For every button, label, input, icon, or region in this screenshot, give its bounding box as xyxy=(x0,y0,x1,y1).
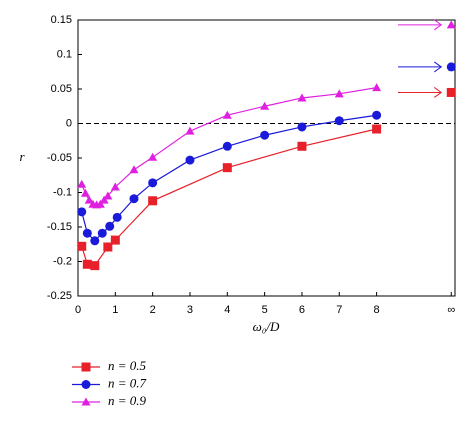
data-point xyxy=(129,194,139,204)
limit-arrow-head xyxy=(433,87,443,98)
data-point xyxy=(112,212,122,222)
data-point xyxy=(148,152,158,161)
legend-label: n = 0.7 xyxy=(108,375,147,390)
legend-marker xyxy=(81,362,91,372)
data-point xyxy=(129,165,139,174)
data-point xyxy=(77,207,87,217)
data-point xyxy=(222,163,232,173)
data-point xyxy=(103,191,113,200)
data-point xyxy=(110,182,120,191)
data-point xyxy=(372,110,382,120)
data-point xyxy=(222,141,232,151)
data-point xyxy=(297,141,307,151)
data-point xyxy=(222,110,232,119)
legend-marker xyxy=(81,397,91,406)
y-tick-label: 0.05 xyxy=(51,83,72,95)
x-tick-label: 8 xyxy=(374,304,380,316)
x-tick-label: 6 xyxy=(299,304,305,316)
data-point xyxy=(97,228,107,238)
data-point xyxy=(148,178,158,188)
x-tick-label: 2 xyxy=(150,304,156,316)
data-point xyxy=(105,221,115,231)
data-point xyxy=(77,179,87,188)
data-point xyxy=(95,199,105,208)
y-axis-label: r xyxy=(19,149,25,164)
data-point xyxy=(110,235,120,245)
data-point xyxy=(297,122,307,132)
y-tick-label: -0.1 xyxy=(53,186,72,198)
x-tick-label: 5 xyxy=(262,304,268,316)
y-tick-label: 0 xyxy=(66,117,72,129)
plot-frame xyxy=(77,19,456,297)
data-point xyxy=(185,126,195,135)
data-point xyxy=(77,241,87,251)
x-tick-label: 4 xyxy=(224,304,230,316)
x-tick-label: ∞ xyxy=(447,304,455,316)
limit-arrow-head xyxy=(433,19,443,31)
series-line xyxy=(81,114,377,242)
data-point xyxy=(90,236,100,246)
data-point xyxy=(82,259,92,269)
limit-point xyxy=(446,20,456,29)
data-point xyxy=(372,83,382,92)
x-axis-label: ω₀/D xyxy=(253,319,280,334)
data-point xyxy=(80,188,90,197)
legend-label: n = 0.5 xyxy=(108,358,147,373)
data-point xyxy=(334,116,344,126)
limit-arrow-head xyxy=(433,61,443,73)
x-tick-label: 3 xyxy=(187,304,193,316)
data-point xyxy=(260,101,270,110)
data-point xyxy=(99,195,109,204)
y-tick-label: -0.2 xyxy=(53,255,72,267)
data-point xyxy=(90,261,100,271)
x-tick-label: 7 xyxy=(336,304,342,316)
data-point xyxy=(82,228,92,238)
data-point xyxy=(84,195,94,204)
legend-marker xyxy=(81,380,91,389)
x-tick-label: 0 xyxy=(75,304,81,316)
y-tick-label: 0.15 xyxy=(51,14,72,26)
data-point xyxy=(260,130,270,140)
y-tick-label: -0.05 xyxy=(47,152,72,164)
data-point xyxy=(148,196,158,206)
y-tick-label: -0.25 xyxy=(47,290,72,302)
data-point xyxy=(103,242,113,252)
limit-point xyxy=(446,62,456,72)
x-tick-label: 1 xyxy=(112,304,118,316)
data-point xyxy=(185,155,195,165)
data-point xyxy=(297,93,307,102)
y-tick-label: -0.15 xyxy=(47,221,72,233)
data-point xyxy=(334,89,344,98)
legend-label: n = 0.9 xyxy=(108,393,147,408)
data-point xyxy=(372,124,382,134)
y-tick-label: 0.1 xyxy=(57,48,72,60)
limit-point xyxy=(446,87,456,97)
